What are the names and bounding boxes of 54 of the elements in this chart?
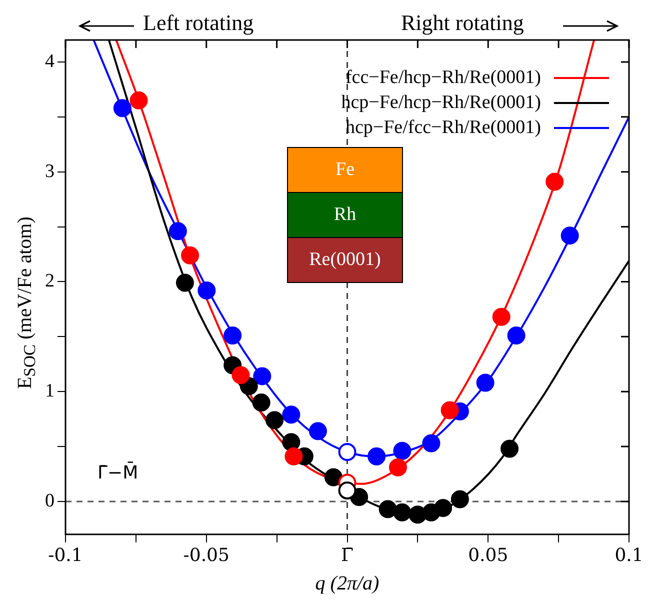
x-tick-label: -0.05 [183,544,230,566]
legend-label: hcp−Fe/fcc−Rh/Re(0001) [345,116,541,138]
point [393,503,412,522]
point [232,366,250,384]
y-tick-label: 3 [45,160,54,182]
point [284,447,303,466]
point [507,326,526,345]
x-axis-title: q (2π/a) [315,572,380,594]
y-tick-label: 4 [45,50,55,72]
point [388,458,407,476]
point [338,443,356,461]
annotation: Fe [288,148,402,192]
annotation: Re(0001) [288,237,402,282]
x-tick-label: -0.1 [48,544,83,566]
point [308,422,327,440]
y-tick-label: 1 [45,380,54,402]
y-tick-label: 2 [45,270,54,292]
point [422,434,440,452]
point [476,374,494,392]
legend-label: fcc−Fe/hcp−Rh/Re(0001) [345,66,541,88]
point [282,406,300,424]
point [546,172,564,191]
annotation: Γ̄−M̄ [98,461,138,484]
point [176,274,194,292]
point [393,442,412,460]
x-tick-label: 0.05 [468,544,508,566]
point [130,91,148,110]
point [282,433,300,452]
x-tick-label: Γ̄ [341,544,354,566]
point [224,326,242,345]
x-tick-label: 0.1 [614,544,644,566]
text: Right rotating [401,10,524,36]
point [181,246,200,264]
point [500,440,519,458]
text: Left rotating [143,10,254,36]
point [560,226,579,245]
point [113,99,132,118]
point [266,411,284,430]
point [338,481,356,500]
point [252,394,270,412]
point [324,468,342,486]
point [368,447,386,466]
point [440,401,459,420]
point [378,500,397,518]
point [434,499,452,518]
point [198,281,216,300]
point [253,367,272,386]
legend-label: hcp−Fe/hcp−Rh/Re(0001) [341,92,541,113]
point [168,222,187,240]
point [492,308,510,326]
layer-stack-icon: Fe Rh Re(0001) [287,147,403,283]
y-tick-label: 0 [45,490,54,512]
annotation: Rh [288,192,402,237]
point [450,490,469,508]
